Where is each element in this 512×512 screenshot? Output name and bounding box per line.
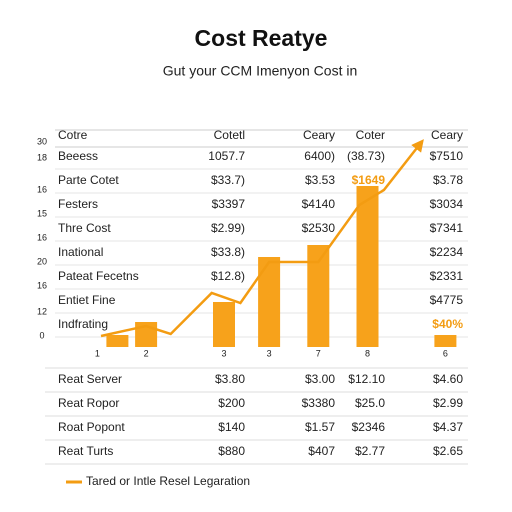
table-cell: $2.65 bbox=[433, 444, 463, 458]
table-cell: $3.80 bbox=[215, 372, 245, 386]
table-header: Cotetl bbox=[214, 128, 245, 142]
table-cell: $2.77 bbox=[355, 444, 385, 458]
row-label: Reat Turts bbox=[58, 444, 113, 458]
side-label: 30 bbox=[37, 136, 47, 146]
row-label: Indfrating bbox=[58, 317, 108, 331]
table-cell: $3034 bbox=[430, 197, 464, 211]
table-cell: 6400) bbox=[304, 149, 335, 163]
legend-label: Tared or Intle Resel Legaration bbox=[86, 474, 250, 488]
row-label: Roat Popont bbox=[58, 420, 125, 434]
side-label: 18 bbox=[37, 152, 47, 162]
row-label: Inational bbox=[58, 245, 103, 259]
side-label: 16 bbox=[37, 184, 47, 194]
table-cell: $25.0 bbox=[355, 396, 385, 410]
table-cell: $2.99) bbox=[211, 221, 245, 235]
side-label: 16 bbox=[37, 280, 47, 290]
x-tick-label: 1 bbox=[95, 348, 100, 358]
table-cell: $2530 bbox=[302, 221, 336, 235]
table-cell: $140 bbox=[218, 420, 245, 434]
table-cell: $4.37 bbox=[433, 420, 463, 434]
table-header: Cotre bbox=[58, 128, 88, 142]
row-label: Festers bbox=[58, 197, 98, 211]
table-cell: $407 bbox=[308, 444, 335, 458]
table-header: Ceary bbox=[303, 128, 335, 142]
table-cell: $2.99 bbox=[433, 396, 463, 410]
table-cell: $40% bbox=[432, 317, 463, 331]
table-cell: (38.73) bbox=[347, 149, 385, 163]
table-cell: $1649 bbox=[352, 173, 386, 187]
table-cell: $2346 bbox=[352, 420, 386, 434]
table-cell: $1.57 bbox=[305, 420, 335, 434]
table-cell: $880 bbox=[218, 444, 245, 458]
side-label: 12 bbox=[37, 306, 47, 316]
bar bbox=[356, 186, 379, 347]
table-cell: 1057.7 bbox=[208, 149, 245, 163]
row-label: Entiet Fine bbox=[58, 293, 116, 307]
table-cell: $2234 bbox=[430, 245, 464, 259]
side-label: 16 bbox=[37, 232, 47, 242]
row-label: Beeess bbox=[58, 149, 98, 163]
side-label: 0 bbox=[39, 330, 44, 340]
row-label: Reat Server bbox=[58, 372, 122, 386]
table-cell: $4140 bbox=[302, 197, 336, 211]
row-label: Pateat Fecetns bbox=[58, 269, 139, 283]
x-tick-label: 7 bbox=[316, 348, 321, 358]
table-cell: $4.60 bbox=[433, 372, 463, 386]
x-tick-label: 3 bbox=[221, 348, 226, 358]
row-label: Thre Cost bbox=[58, 221, 111, 235]
table-header: Coter bbox=[356, 128, 385, 142]
row-label: Parte Cotet bbox=[58, 173, 119, 187]
bar bbox=[434, 335, 457, 347]
x-tick-label: 2 bbox=[144, 348, 149, 358]
table-cell: $3.00 bbox=[305, 372, 335, 386]
table-header: Ceary bbox=[431, 128, 463, 142]
x-tick-label: 3 bbox=[267, 348, 272, 358]
chart-title: Cost Reatye bbox=[195, 25, 328, 51]
table-cell: $3.53 bbox=[305, 173, 335, 187]
table-cell: $3397 bbox=[212, 197, 246, 211]
table-cell: $7510 bbox=[430, 149, 464, 163]
x-tick-label: 6 bbox=[443, 348, 448, 358]
bar bbox=[106, 335, 129, 347]
table-cell: $7341 bbox=[430, 221, 464, 235]
table-cell: $4775 bbox=[430, 293, 464, 307]
side-label: 15 bbox=[37, 208, 47, 218]
table-cell: $3.78 bbox=[433, 173, 463, 187]
x-tick-label: 8 bbox=[365, 348, 370, 358]
subtitle: Gut your CCM Imenyon Cost in bbox=[163, 63, 358, 79]
table-cell: $200 bbox=[218, 396, 245, 410]
bar bbox=[213, 302, 235, 347]
table-cell: $33.7) bbox=[211, 173, 245, 187]
table-cell: $12.8) bbox=[211, 269, 245, 283]
table-cell: $2331 bbox=[430, 269, 464, 283]
table-cell: $3380 bbox=[302, 396, 336, 410]
table-cell: $12.10 bbox=[348, 372, 385, 386]
trend-line bbox=[100, 139, 424, 338]
bar bbox=[307, 245, 330, 347]
table-cell: $33.8) bbox=[211, 245, 245, 259]
side-label: 20 bbox=[37, 256, 47, 266]
row-label: Reat Ropor bbox=[58, 396, 119, 410]
bar bbox=[258, 257, 281, 347]
